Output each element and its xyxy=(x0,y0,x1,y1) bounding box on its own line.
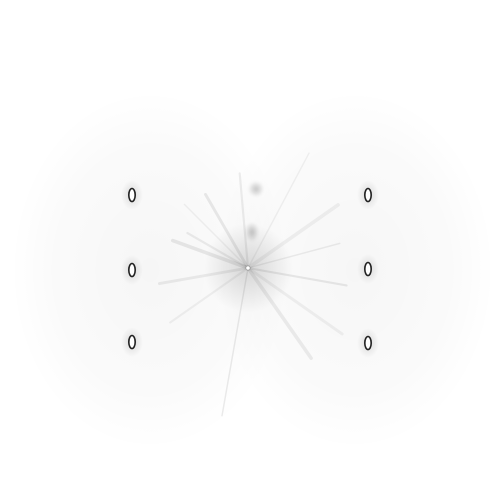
center-point xyxy=(245,265,251,271)
left-haze-lobe xyxy=(10,90,290,450)
bright-spot xyxy=(121,327,143,357)
bright-spot xyxy=(121,255,143,285)
bright-spot xyxy=(121,180,143,210)
right-spot-column xyxy=(357,180,379,358)
background-haze xyxy=(10,90,495,450)
bright-spot xyxy=(357,180,379,210)
left-spot-column xyxy=(121,180,143,357)
faint-blurs xyxy=(245,181,264,242)
bright-spot xyxy=(357,254,379,284)
faint-blur-lower xyxy=(245,222,259,242)
faint-blur-upper xyxy=(248,181,264,197)
right-haze-lobe xyxy=(215,90,495,450)
bright-spot xyxy=(357,328,379,358)
